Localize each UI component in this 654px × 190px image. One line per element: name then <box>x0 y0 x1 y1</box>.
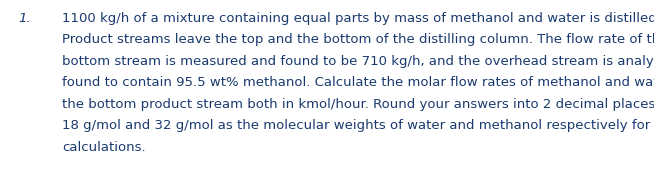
Text: 1100 kg/h of a mixture containing equal parts by mass of methanol and water is d: 1100 kg/h of a mixture containing equal … <box>62 12 654 25</box>
Text: bottom stream is measured and found to be 710 kg/h, and the overhead stream is a: bottom stream is measured and found to b… <box>62 55 654 68</box>
Text: found to contain 95.5 wt% methanol. Calculate the molar flow rates of methanol a: found to contain 95.5 wt% methanol. Calc… <box>62 77 654 89</box>
Text: Product streams leave the top and the bottom of the distilling column. The flow : Product streams leave the top and the bo… <box>62 33 654 47</box>
Text: calculations.: calculations. <box>62 141 146 154</box>
Text: 18 g/mol and 32 g/mol as the molecular weights of water and methanol respectivel: 18 g/mol and 32 g/mol as the molecular w… <box>62 120 654 132</box>
Text: 1.: 1. <box>18 12 31 25</box>
Text: the bottom product stream both in kmol/hour. Round your answers into 2 decimal p: the bottom product stream both in kmol/h… <box>62 98 654 111</box>
